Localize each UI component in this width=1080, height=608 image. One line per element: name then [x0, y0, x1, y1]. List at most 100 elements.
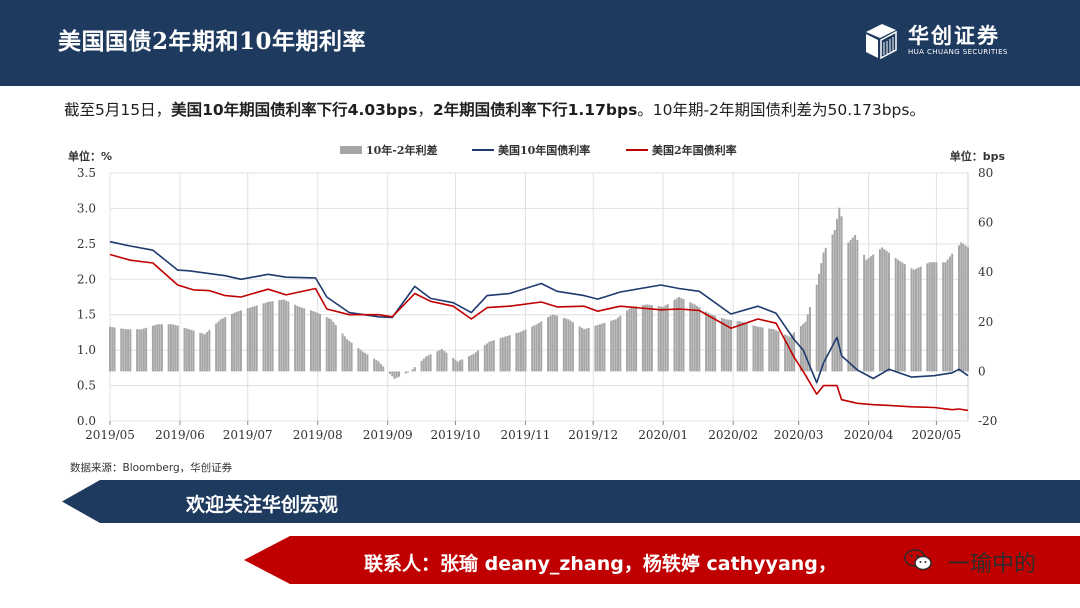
spread-bar [833, 230, 836, 372]
x-tick-label: 2019/12 [568, 428, 618, 442]
spread-bar [422, 358, 425, 372]
spread-bar [967, 247, 969, 372]
spread-bar [388, 371, 391, 374]
spread-bar [524, 329, 527, 372]
spread-bar [648, 304, 651, 372]
spread-bar [264, 302, 267, 372]
company-logo: 华创证券 HUA CHUANG SECURITIES [862, 20, 1032, 64]
spread-bar [836, 218, 839, 372]
spread-bar [328, 318, 331, 372]
spread-bar [458, 360, 461, 372]
spread-bar [169, 324, 172, 372]
spread-bar [786, 335, 789, 372]
spread-bar [160, 324, 163, 372]
spread-bar [831, 234, 834, 372]
spread-bar [804, 321, 807, 372]
x-tick-label: 2019/07 [223, 428, 273, 442]
spread-bar [109, 326, 111, 372]
spread-bar [903, 264, 906, 372]
spread-bar [192, 330, 195, 372]
spread-bar [427, 355, 430, 372]
spread-bar [395, 371, 398, 378]
spread-bar [569, 320, 572, 372]
spread-bar [964, 245, 967, 372]
spread-bar [594, 325, 597, 372]
spread-bar [822, 252, 825, 372]
legend-label-10y: 美国10年国债利率 [498, 143, 590, 157]
spread-bar [806, 314, 809, 372]
left-tick-label: 3.0 [77, 201, 96, 215]
spread-bar [188, 329, 191, 372]
spread-bar [468, 356, 471, 372]
spread-bar [946, 259, 949, 372]
wechat-watermark: 一瑜中的 [896, 538, 1080, 586]
spread-bar [190, 329, 193, 372]
spread-bar [856, 239, 859, 372]
spread-bar [885, 250, 888, 372]
header-bar: 美国国债2年期和10年期利率 华创证券 HUA CHUANG SECURITIE… [0, 0, 1080, 86]
x-tick-label: 2020/02 [708, 428, 758, 442]
spread-bar [556, 315, 559, 372]
spread-bar [203, 334, 206, 372]
x-tick-label: 2019/08 [293, 428, 343, 442]
spread-bar [610, 320, 613, 372]
spread-bar [341, 333, 344, 372]
spread-bar [280, 299, 283, 372]
spread-bar [854, 235, 857, 372]
spread-bar [156, 324, 159, 372]
spread-bar [425, 356, 428, 372]
spread-bar [113, 327, 116, 372]
spread-bar [127, 329, 130, 372]
spread-bar [698, 307, 701, 372]
spread-bar [580, 327, 583, 372]
spread-bar [411, 369, 414, 372]
spread-bar [887, 252, 890, 372]
spread-bar [251, 306, 254, 372]
spread-bar [262, 303, 265, 372]
spread-bar [926, 263, 929, 372]
spread-bar [729, 320, 732, 372]
line-10y-yield [109, 240, 969, 384]
spread-bar [641, 305, 644, 372]
spread-bar [851, 237, 854, 372]
spread-bar [456, 361, 459, 372]
spread-bar [587, 327, 590, 372]
spread-bar [470, 355, 473, 372]
spread-bar [928, 262, 931, 372]
spread-bar [583, 329, 586, 372]
spread-bar [673, 299, 676, 372]
spread-bar [219, 319, 222, 372]
spread-bar [585, 328, 588, 372]
spread-bar [318, 314, 321, 372]
spread-bar [897, 259, 900, 372]
follow-banner-text: 欢迎关注华创宏观 [186, 494, 339, 516]
left-tick-label: 2.0 [77, 272, 96, 286]
left-tick-label: 1.0 [77, 343, 96, 357]
right-unit-label: 单位：bps [950, 149, 1006, 163]
spread-bar [154, 324, 157, 372]
spread-bar [379, 363, 382, 372]
spread-bar [208, 329, 211, 372]
spread-bar [246, 308, 249, 372]
x-tick-label: 2019/09 [363, 428, 413, 442]
legend-swatch-spread [340, 146, 362, 154]
spread-bar [948, 256, 951, 372]
spread-bar [158, 324, 161, 372]
spread-bar [770, 328, 773, 372]
spread-bar [461, 359, 464, 372]
spread-bar [738, 321, 741, 372]
spread-bar [815, 284, 818, 372]
spread-bar [646, 304, 649, 372]
spread-bar [707, 312, 710, 372]
spread-bar [282, 299, 285, 372]
spread-bar [271, 301, 274, 372]
contact-banner-shape [244, 536, 1080, 584]
spread-bar [316, 312, 319, 372]
spread-bar [483, 345, 486, 372]
left-tick-label: 2.5 [77, 237, 96, 251]
right-tick-label: -20 [978, 414, 997, 428]
spread-bar [404, 371, 407, 374]
logo-icon [866, 24, 897, 60]
page-title: 美国国债2年期和10年期利率 [58, 28, 367, 55]
spread-bar [535, 324, 538, 372]
